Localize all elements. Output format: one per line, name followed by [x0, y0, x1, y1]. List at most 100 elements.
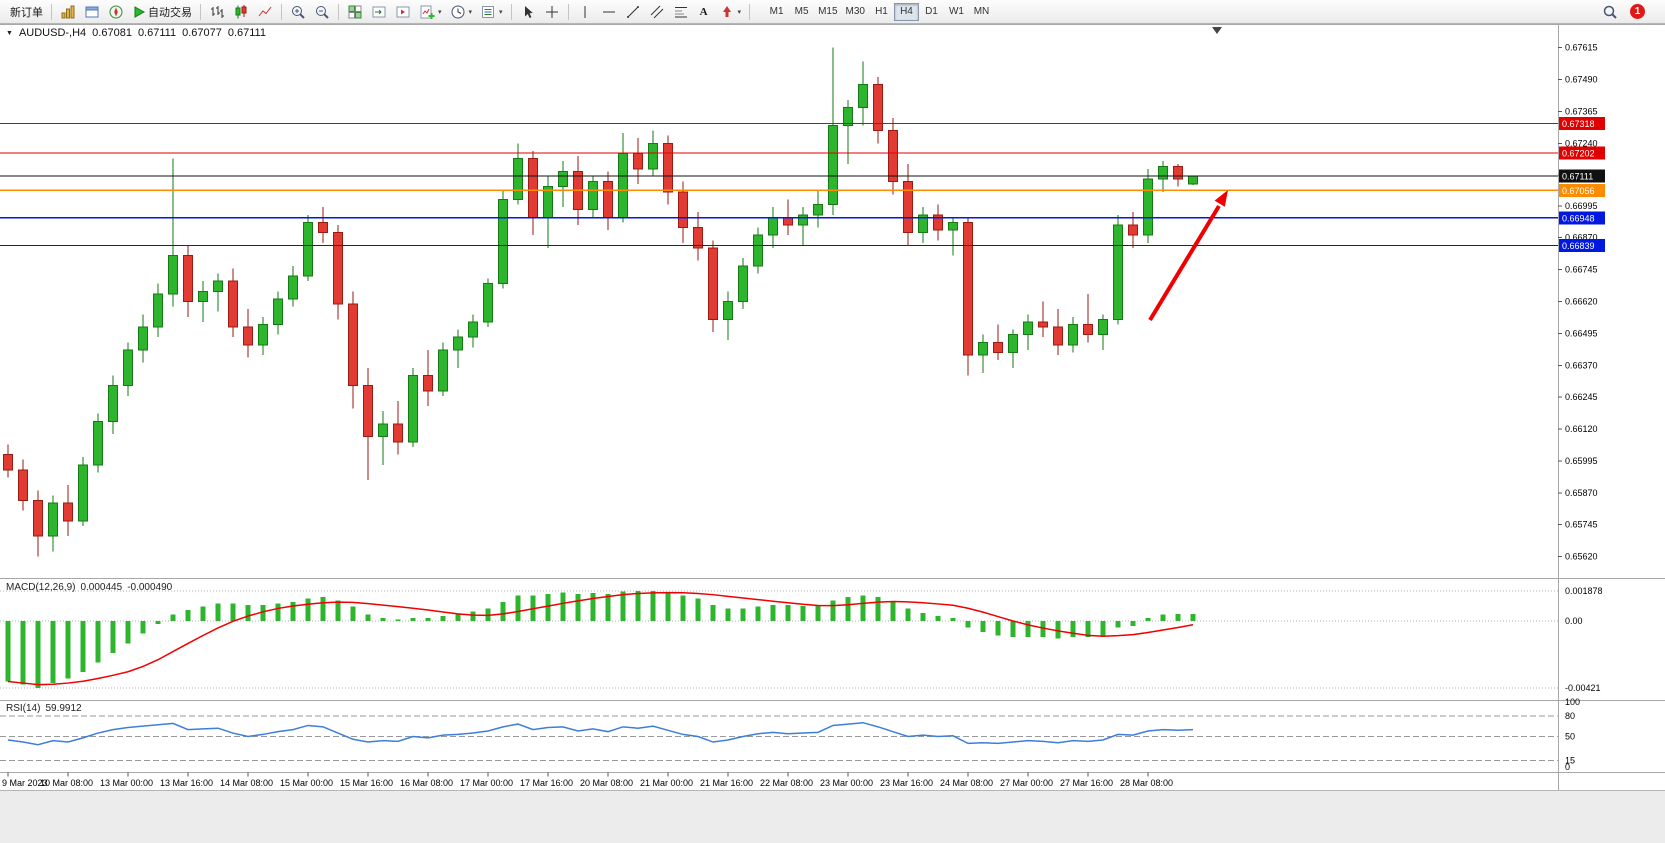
- timeframe-m30-button[interactable]: M30: [842, 3, 869, 21]
- fibonacci-button[interactable]: [669, 2, 693, 22]
- timeframe-h1-button[interactable]: H1: [869, 3, 894, 21]
- arrow-tools-button[interactable]: ▾: [715, 2, 746, 22]
- svg-text:0: 0: [1565, 762, 1570, 772]
- svg-text:0.67365: 0.67365: [1565, 106, 1598, 116]
- chart-shift-marker[interactable]: [1212, 27, 1222, 34]
- svg-text:80: 80: [1565, 711, 1575, 721]
- svg-text:21 Mar 16:00: 21 Mar 16:00: [700, 778, 753, 788]
- svg-text:-0.00421: -0.00421: [1565, 683, 1601, 693]
- timeframe-h4-button[interactable]: H4: [893, 2, 919, 21]
- svg-text:9 Mar 2023: 9 Mar 2023: [2, 778, 48, 788]
- svg-text:0.67240: 0.67240: [1565, 138, 1598, 148]
- text-tool-icon: A: [699, 5, 708, 18]
- equidistant-channel-button[interactable]: [645, 2, 669, 22]
- new-chart-button[interactable]: ▾: [415, 2, 446, 22]
- svg-text:17 Mar 16:00: 17 Mar 16:00: [520, 778, 573, 788]
- workspace-background: [0, 790, 1665, 843]
- market-watch-button[interactable]: [56, 2, 80, 22]
- templates-icon: [482, 5, 495, 18]
- auto-scroll-icon: [372, 6, 386, 17]
- new-order-label: 新订单: [10, 6, 43, 19]
- ohlc-close: 0.67111: [227, 27, 266, 39]
- price-axis[interactable]: 0.676150.674900.673650.672400.671150.669…: [1558, 43, 1598, 562]
- tile-windows-button[interactable]: [343, 2, 367, 22]
- timeframe-m1-button[interactable]: M1: [764, 3, 789, 21]
- svg-text:0.66370: 0.66370: [1565, 360, 1598, 370]
- svg-text:0.67615: 0.67615: [1565, 43, 1598, 53]
- svg-text:0.66948: 0.66948: [1562, 213, 1595, 223]
- zoom-out-button[interactable]: [310, 2, 334, 22]
- svg-text:10 Mar 08:00: 10 Mar 08:00: [40, 778, 93, 788]
- rsi-indicator-label: RSI(14) 59.9912: [6, 703, 82, 714]
- chevron-down-icon: ▾: [468, 8, 473, 16]
- trendline-button[interactable]: [621, 2, 645, 22]
- templates-button[interactable]: ▾: [476, 2, 507, 22]
- search-button[interactable]: [1598, 2, 1622, 22]
- svg-text:17 Mar 00:00: 17 Mar 00:00: [460, 778, 513, 788]
- ohlc-high: 0.67111: [137, 27, 177, 39]
- zoom-in-button[interactable]: [286, 2, 310, 22]
- bar-chart-button[interactable]: [205, 2, 229, 22]
- price-level-tag: [1559, 183, 1605, 197]
- toolbar: 新订单 自动交易 ▾ ▾ ▾ A ▾ M1 M5 M15 M30 H1 H4 D1 W1 MN …: [0, 0, 1665, 24]
- trend-arrow-annotation[interactable]: [1148, 190, 1228, 322]
- price-level-tag: [1559, 211, 1605, 225]
- timeframe-d1-button[interactable]: D1: [919, 3, 944, 21]
- svg-text:0.00: 0.00: [1565, 616, 1583, 626]
- chart-shift-icon: [396, 6, 410, 17]
- line-chart-icon: [258, 6, 272, 16]
- macd-signal-line: [7, 591, 1194, 686]
- toolbar-separator: [749, 3, 751, 20]
- one-click-trading-toggle[interactable]: ▼: [6, 29, 13, 37]
- line-chart-button[interactable]: [253, 2, 277, 22]
- toolbar-separator: [338, 3, 339, 20]
- zoom-in-icon: [292, 5, 305, 19]
- chevron-down-icon: ▾: [438, 8, 442, 16]
- macd-histogram: 0.001878 0.00 -0.00421: [0, 586, 1603, 693]
- auto-trading-button[interactable]: 自动交易: [128, 2, 196, 22]
- svg-text:0.65620: 0.65620: [1565, 552, 1598, 562]
- svg-text:0.66839: 0.66839: [1562, 241, 1595, 251]
- timeframe-m15-button[interactable]: M15: [814, 3, 841, 21]
- timeframe-w1-button[interactable]: W1: [944, 3, 969, 21]
- periods-clock-icon: [451, 5, 465, 18]
- cursor-icon: [524, 5, 533, 18]
- search-icon: [1603, 5, 1617, 19]
- svg-text:27 Mar 00:00: 27 Mar 00:00: [1000, 778, 1053, 788]
- notification-badge[interactable]: 1: [1630, 4, 1645, 19]
- svg-text:0.67111: 0.67111: [1562, 172, 1593, 182]
- timeframe-mn-button[interactable]: MN: [969, 3, 994, 21]
- svg-text:23 Mar 16:00: 23 Mar 16:00: [880, 778, 933, 788]
- auto-scroll-button[interactable]: [367, 2, 391, 22]
- svg-text:0.66245: 0.66245: [1565, 392, 1598, 402]
- rsi-value: 59.9912: [45, 703, 82, 714]
- cursor-button[interactable]: [516, 2, 540, 22]
- data-window-button[interactable]: [80, 2, 104, 22]
- vertical-line-button[interactable]: [573, 2, 597, 22]
- svg-text:22 Mar 08:00: 22 Mar 08:00: [760, 778, 813, 788]
- notification-count: 1: [1634, 6, 1641, 17]
- rsi-name: RSI(14): [6, 703, 41, 714]
- horizontal-line-button[interactable]: [597, 2, 621, 22]
- svg-text:0.65745: 0.65745: [1565, 520, 1598, 530]
- chart-shift-button[interactable]: [391, 2, 415, 22]
- navigator-button[interactable]: [104, 2, 128, 22]
- svg-text:0.001878: 0.001878: [1565, 586, 1603, 596]
- bar-chart-icon: [211, 5, 224, 18]
- periods-button[interactable]: ▾: [446, 2, 477, 22]
- crosshair-button[interactable]: [540, 2, 564, 22]
- new-chart-icon: [420, 5, 435, 19]
- svg-text:0.67318: 0.67318: [1562, 119, 1595, 129]
- new-order-button[interactable]: 新订单: [6, 2, 47, 22]
- svg-text:0.66870: 0.66870: [1565, 233, 1598, 243]
- rsi-line: [7, 721, 1194, 746]
- svg-text:20 Mar 08:00: 20 Mar 08:00: [580, 778, 633, 788]
- text-button[interactable]: A: [693, 2, 715, 22]
- horizontal-level-lines[interactable]: 0.67318 0.67202 0.67111 0.67056 0.66948 0.668…: [0, 116, 1605, 253]
- candlestick-chart-button[interactable]: [229, 2, 253, 22]
- macd-name: MACD(12,26,9): [6, 582, 76, 593]
- svg-text:28 Mar 08:00: 28 Mar 08:00: [1120, 778, 1173, 788]
- timeframe-m5-button[interactable]: M5: [789, 3, 814, 21]
